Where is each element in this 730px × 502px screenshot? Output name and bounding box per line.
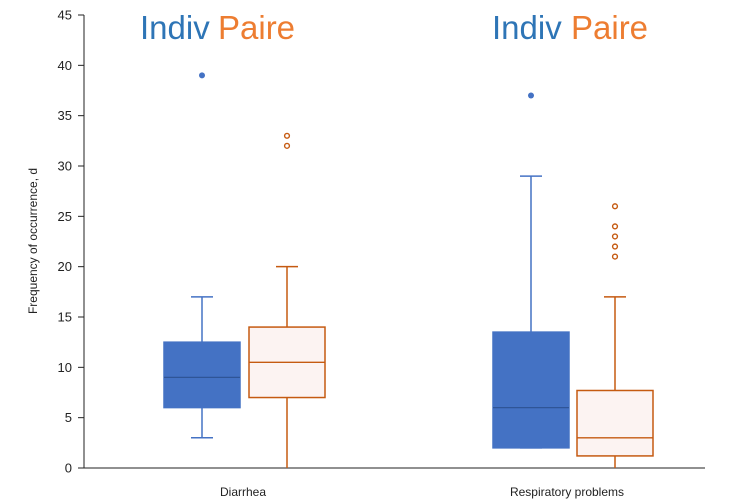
legend: Indiv Paire Indiv Paire [140, 9, 648, 46]
legend-label: Paire [218, 9, 295, 46]
legend-label: Indiv [140, 9, 210, 46]
box-1 [248, 132, 326, 468]
y-tick-label: 15 [58, 310, 72, 325]
outlier-point [283, 142, 291, 149]
legend-label: Paire [571, 9, 648, 46]
outlier-point [611, 253, 619, 260]
outlier-point [528, 92, 534, 99]
y-ticks: 0 5 10 15 20 25 30 35 40 45 [58, 8, 84, 476]
y-tick-label: 20 [58, 259, 72, 274]
box-1 [576, 203, 654, 468]
outlier-point [611, 233, 619, 240]
category-labels: Diarrhea Respiratory problems [220, 485, 624, 499]
box-0 [492, 92, 570, 449]
category-label: Diarrhea [220, 485, 266, 499]
legend-label: Indiv [492, 9, 562, 46]
outlier-point [611, 223, 619, 230]
y-axis-label: Frequency of occurrence, d [26, 168, 40, 314]
outlier-point [199, 72, 205, 79]
outlier-point [611, 203, 619, 210]
iqr-box [576, 389, 654, 457]
boxes [163, 72, 654, 468]
y-tick-label: 30 [58, 159, 72, 174]
outlier-point [283, 132, 291, 139]
y-tick-label: 25 [58, 209, 72, 224]
outlier-point [611, 243, 619, 250]
y-tick-label: 40 [58, 58, 72, 73]
y-tick-label: 5 [65, 410, 72, 425]
iqr-box [163, 341, 241, 409]
category-label: Respiratory problems [510, 485, 624, 499]
y-tick-label: 0 [65, 461, 72, 476]
y-tick-label: 10 [58, 360, 72, 375]
iqr-box [492, 331, 570, 449]
y-tick-label: 45 [58, 8, 72, 23]
box-0 [163, 72, 241, 439]
y-tick-label: 35 [58, 108, 72, 123]
